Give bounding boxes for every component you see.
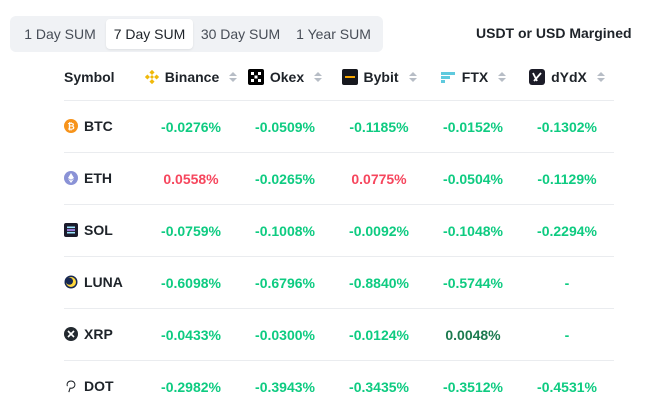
bybit-header-label: Bybit xyxy=(364,69,399,85)
symbol-cell: ETH xyxy=(64,153,144,205)
symbol-column-header: Symbol xyxy=(64,54,144,101)
rate-cell: -0.1185% xyxy=(332,101,426,153)
rate-cell: -0.0276% xyxy=(144,101,238,153)
sort-icon[interactable] xyxy=(597,72,605,82)
rate-cell: -0.2982% xyxy=(144,361,238,412)
symbol-cell: DOT xyxy=(64,361,144,412)
btc-icon: ₿ xyxy=(64,119,78,133)
rate-cell: -0.0265% xyxy=(238,153,332,205)
period-tabs: 1 Day SUM 7 Day SUM 30 Day SUM 1 Year SU… xyxy=(10,16,383,52)
tab-1-year-sum[interactable]: 1 Year SUM xyxy=(288,19,379,49)
table-row: ₿ BTC -0.0276% -0.0509% -0.1185% -0.0152… xyxy=(64,101,614,153)
rate-cell: -0.0433% xyxy=(144,309,238,361)
table-row: LUNA -0.6098% -0.6796% -0.8840% -0.5744%… xyxy=(64,257,614,309)
table-header-row: Symbol Binance xyxy=(64,54,614,101)
ftx-header-label: FTX xyxy=(462,69,488,85)
sort-icon[interactable] xyxy=(314,72,322,82)
table-row: DOT -0.2982% -0.3943% -0.3435% -0.3512% … xyxy=(64,361,614,412)
okex-column-header[interactable]: Okex xyxy=(238,54,332,101)
rate-cell: -0.4531% xyxy=(520,361,614,412)
sort-icon[interactable] xyxy=(498,72,506,82)
rate-cell: -0.0509% xyxy=(238,101,332,153)
symbol-cell: XRP xyxy=(64,309,144,361)
binance-column-header[interactable]: Binance xyxy=(144,54,238,101)
dydx-column-header[interactable]: dYdX xyxy=(520,54,614,101)
margin-type-label: USDT or USD Margined xyxy=(476,25,632,41)
eth-icon xyxy=(64,171,78,185)
rate-cell: -0.3943% xyxy=(238,361,332,412)
tab-30-day-sum[interactable]: 30 Day SUM xyxy=(193,19,288,49)
dot-icon xyxy=(64,379,78,393)
rate-cell: -0.0504% xyxy=(426,153,520,205)
xrp-icon xyxy=(64,327,78,341)
rate-cell: -0.0124% xyxy=(332,309,426,361)
rate-cell: -0.0092% xyxy=(332,205,426,257)
rate-cell: -0.5744% xyxy=(426,257,520,309)
luna-icon xyxy=(64,275,78,289)
funding-rate-table: Symbol Binance xyxy=(64,54,614,412)
rate-cell: -0.1008% xyxy=(238,205,332,257)
rate-cell: 0.0775% xyxy=(332,153,426,205)
rate-cell: - xyxy=(520,257,614,309)
binance-icon xyxy=(145,70,159,84)
rate-cell: -0.2294% xyxy=(520,205,614,257)
rate-cell: -0.1048% xyxy=(426,205,520,257)
svg-text:₿: ₿ xyxy=(67,121,74,132)
rate-cell: -0.1302% xyxy=(520,101,614,153)
tab-1-day-sum[interactable]: 1 Day SUM xyxy=(14,19,106,49)
rate-cell: -0.1129% xyxy=(520,153,614,205)
rate-cell: -0.3512% xyxy=(426,361,520,412)
rate-cell: 0.0558% xyxy=(144,153,238,205)
ftx-icon xyxy=(440,70,456,84)
binance-header-label: Binance xyxy=(165,69,219,85)
rate-cell: -0.0759% xyxy=(144,205,238,257)
rate-cell: -0.3435% xyxy=(332,361,426,412)
table-row: ETH 0.0558% -0.0265% 0.0775% -0.0504% -0… xyxy=(64,153,614,205)
rate-cell: -0.6796% xyxy=(238,257,332,309)
rate-cell: -0.0152% xyxy=(426,101,520,153)
okex-icon xyxy=(248,69,264,85)
sort-icon[interactable] xyxy=(409,72,417,82)
rate-cell: -0.6098% xyxy=(144,257,238,309)
sol-icon xyxy=(64,223,78,237)
dydx-icon xyxy=(529,69,545,85)
table-row: XRP -0.0433% -0.0300% -0.0124% 0.0048% - xyxy=(64,309,614,361)
bybit-column-header[interactable]: Bybit xyxy=(332,54,426,101)
rate-cell: - xyxy=(520,309,614,361)
rate-cell: 0.0048% xyxy=(426,309,520,361)
symbol-cell: LUNA xyxy=(64,257,144,309)
okex-header-label: Okex xyxy=(270,69,304,85)
rate-cell: -0.0300% xyxy=(238,309,332,361)
symbol-cell: SOL xyxy=(64,205,144,257)
rate-cell: -0.8840% xyxy=(332,257,426,309)
tab-7-day-sum[interactable]: 7 Day SUM xyxy=(106,19,193,49)
sort-icon[interactable] xyxy=(229,72,237,82)
symbol-cell: ₿ BTC xyxy=(64,101,144,153)
dydx-header-label: dYdX xyxy=(551,69,587,85)
bybit-icon xyxy=(342,69,358,85)
ftx-column-header[interactable]: FTX xyxy=(426,54,520,101)
table-row: SOL -0.0759% -0.1008% -0.0092% -0.1048% … xyxy=(64,205,614,257)
